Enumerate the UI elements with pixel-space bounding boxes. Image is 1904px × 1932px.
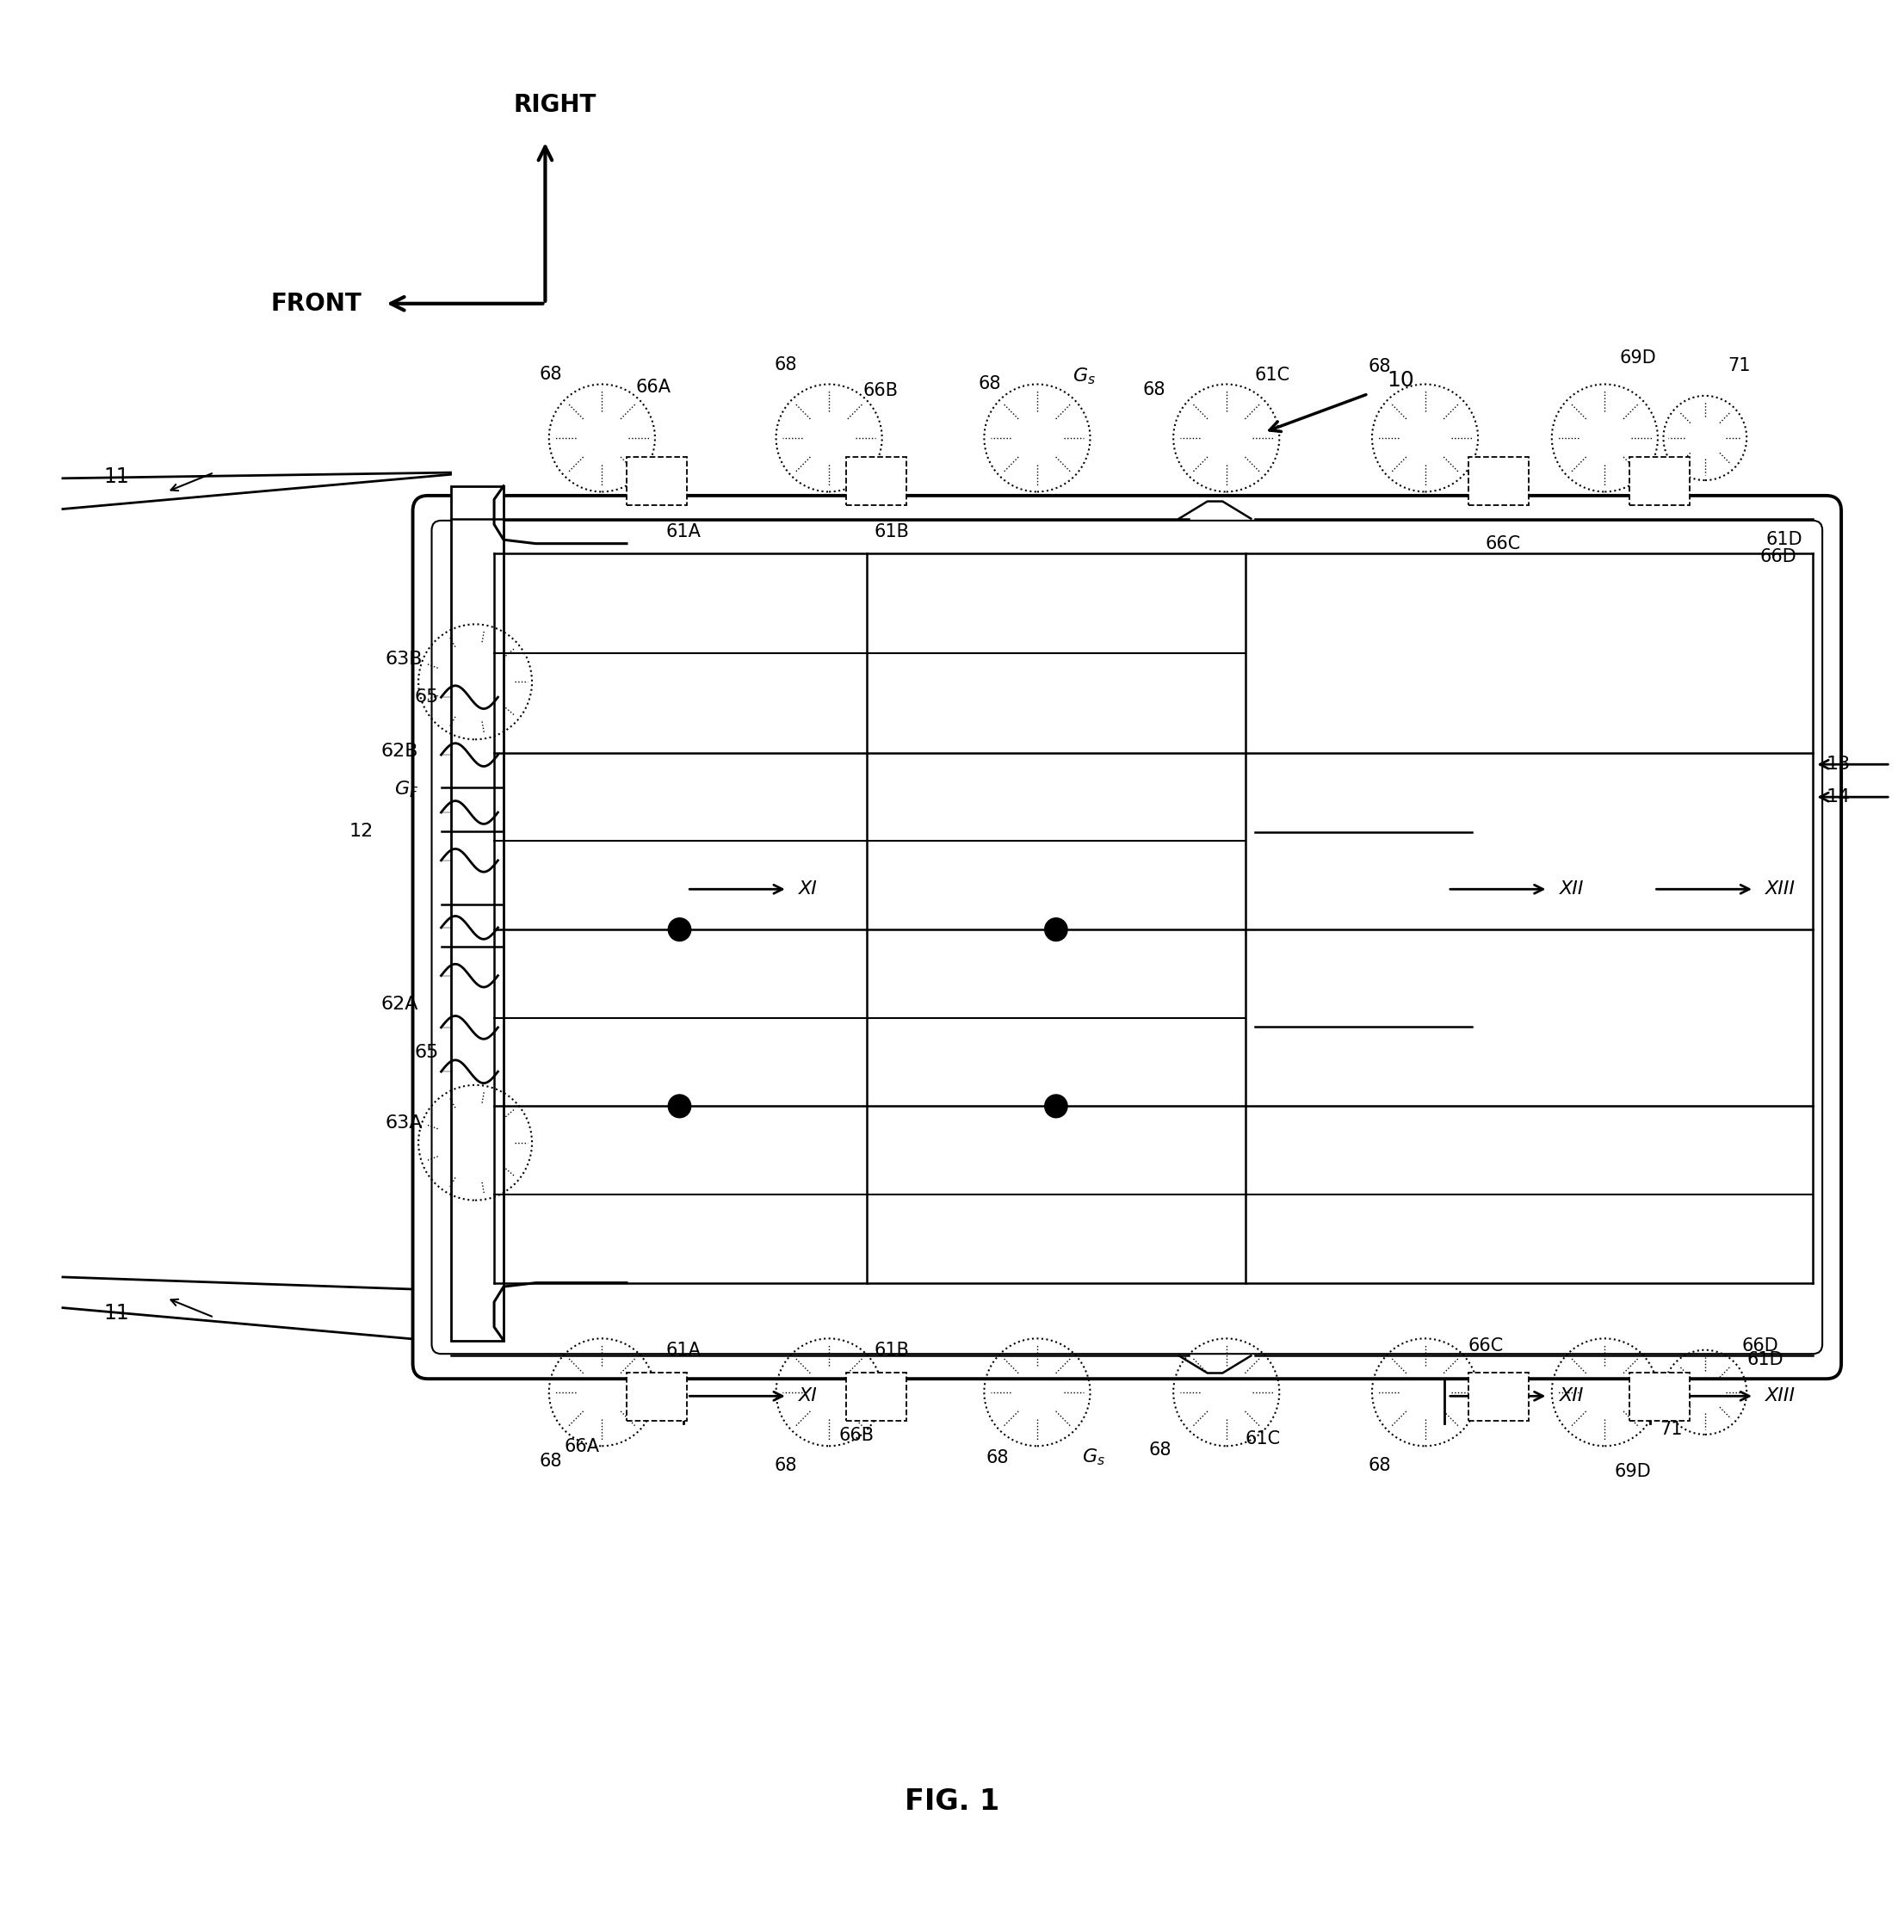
Text: 68: 68	[1369, 1457, 1392, 1474]
Text: 62B: 62B	[381, 742, 419, 759]
Circle shape	[1045, 918, 1068, 941]
Text: 68: 68	[775, 1457, 798, 1474]
Text: 68: 68	[986, 1449, 1009, 1466]
Text: 61B: 61B	[874, 1341, 908, 1358]
Text: 65: 65	[415, 688, 440, 705]
Text: XIII: XIII	[1765, 1387, 1795, 1405]
Text: 66B: 66B	[838, 1428, 874, 1443]
Bar	[845, 1374, 906, 1422]
Text: 61D: 61D	[1765, 531, 1803, 549]
Text: 62A: 62A	[381, 995, 419, 1012]
Text: 61D: 61D	[1748, 1350, 1784, 1368]
Text: 63A: 63A	[385, 1115, 423, 1132]
Text: XII: XII	[1559, 881, 1584, 898]
Text: XI: XI	[800, 1387, 817, 1405]
Text: 71: 71	[1660, 1422, 1683, 1437]
Bar	[1630, 458, 1691, 504]
Text: 61C: 61C	[1245, 1432, 1281, 1447]
Bar	[845, 458, 906, 504]
Bar	[451, 487, 503, 1341]
Bar	[626, 1374, 687, 1422]
Text: 11: 11	[103, 1304, 129, 1323]
Text: 66C: 66C	[1468, 1337, 1504, 1354]
Bar	[1468, 1374, 1529, 1422]
Text: 12: 12	[348, 823, 373, 840]
Circle shape	[668, 1095, 691, 1119]
Circle shape	[668, 918, 691, 941]
Text: $G_s$: $G_s$	[1072, 367, 1097, 386]
Text: 66D: 66D	[1742, 1337, 1778, 1354]
Text: 61B: 61B	[874, 524, 908, 541]
Bar	[626, 458, 687, 504]
Text: XIII: XIII	[1765, 881, 1795, 898]
Text: RIGHT: RIGHT	[514, 93, 596, 118]
Text: FIG. 1: FIG. 1	[904, 1787, 1000, 1816]
Text: 66D: 66D	[1759, 549, 1797, 566]
Text: 10: 10	[1388, 371, 1415, 390]
Text: 68: 68	[1142, 381, 1165, 398]
FancyBboxPatch shape	[413, 497, 1841, 1379]
Text: 66A: 66A	[564, 1437, 600, 1455]
Text: 61A: 61A	[666, 524, 701, 541]
Text: 68: 68	[979, 375, 1002, 392]
Text: 68: 68	[1369, 357, 1392, 375]
Text: XI: XI	[800, 881, 817, 898]
Bar	[1468, 458, 1529, 504]
Text: $G_F$: $G_F$	[394, 779, 419, 800]
Text: 13: 13	[1826, 755, 1851, 773]
Text: 68: 68	[539, 1453, 562, 1470]
Text: 61A: 61A	[666, 1341, 701, 1358]
Text: 61C: 61C	[1255, 367, 1291, 384]
Text: 68: 68	[539, 365, 562, 383]
Text: FRONT: FRONT	[270, 292, 362, 315]
Text: 65: 65	[415, 1043, 440, 1061]
Text: XII: XII	[1559, 1387, 1584, 1405]
Text: 68: 68	[775, 355, 798, 373]
FancyBboxPatch shape	[432, 520, 1822, 1354]
Text: $G_s$: $G_s$	[1081, 1447, 1106, 1468]
Text: 66B: 66B	[863, 383, 899, 400]
Text: 71: 71	[1727, 357, 1750, 375]
Text: 69D: 69D	[1615, 1463, 1651, 1480]
Bar	[1630, 1374, 1691, 1422]
Text: 69D: 69D	[1620, 350, 1656, 367]
Circle shape	[1045, 1095, 1068, 1119]
Text: 68: 68	[1148, 1441, 1171, 1459]
Text: 66A: 66A	[636, 379, 672, 396]
Text: 11: 11	[103, 466, 129, 487]
Text: 14: 14	[1826, 788, 1851, 806]
Text: 63B: 63B	[385, 651, 423, 667]
Text: 66C: 66C	[1485, 535, 1521, 553]
